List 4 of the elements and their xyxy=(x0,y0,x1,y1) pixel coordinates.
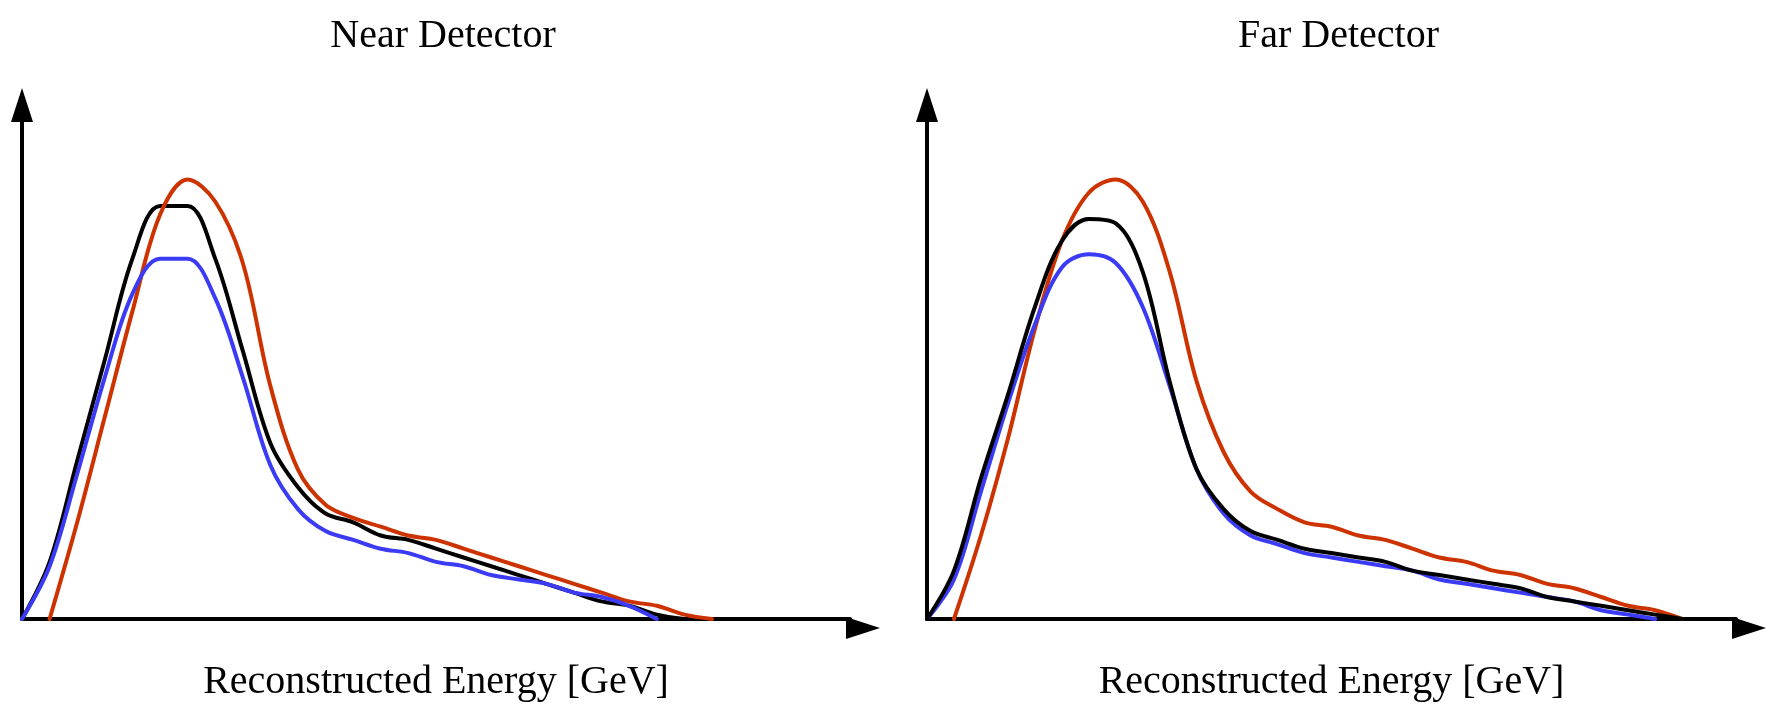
chart-title: Far Detector xyxy=(1237,10,1440,56)
x-axis-title: Reconstructed Energy [GeV] xyxy=(1098,656,1565,702)
chart-title: Near Detector xyxy=(330,10,556,56)
x-axis-title: Reconstructed Energy [GeV] xyxy=(203,656,669,702)
